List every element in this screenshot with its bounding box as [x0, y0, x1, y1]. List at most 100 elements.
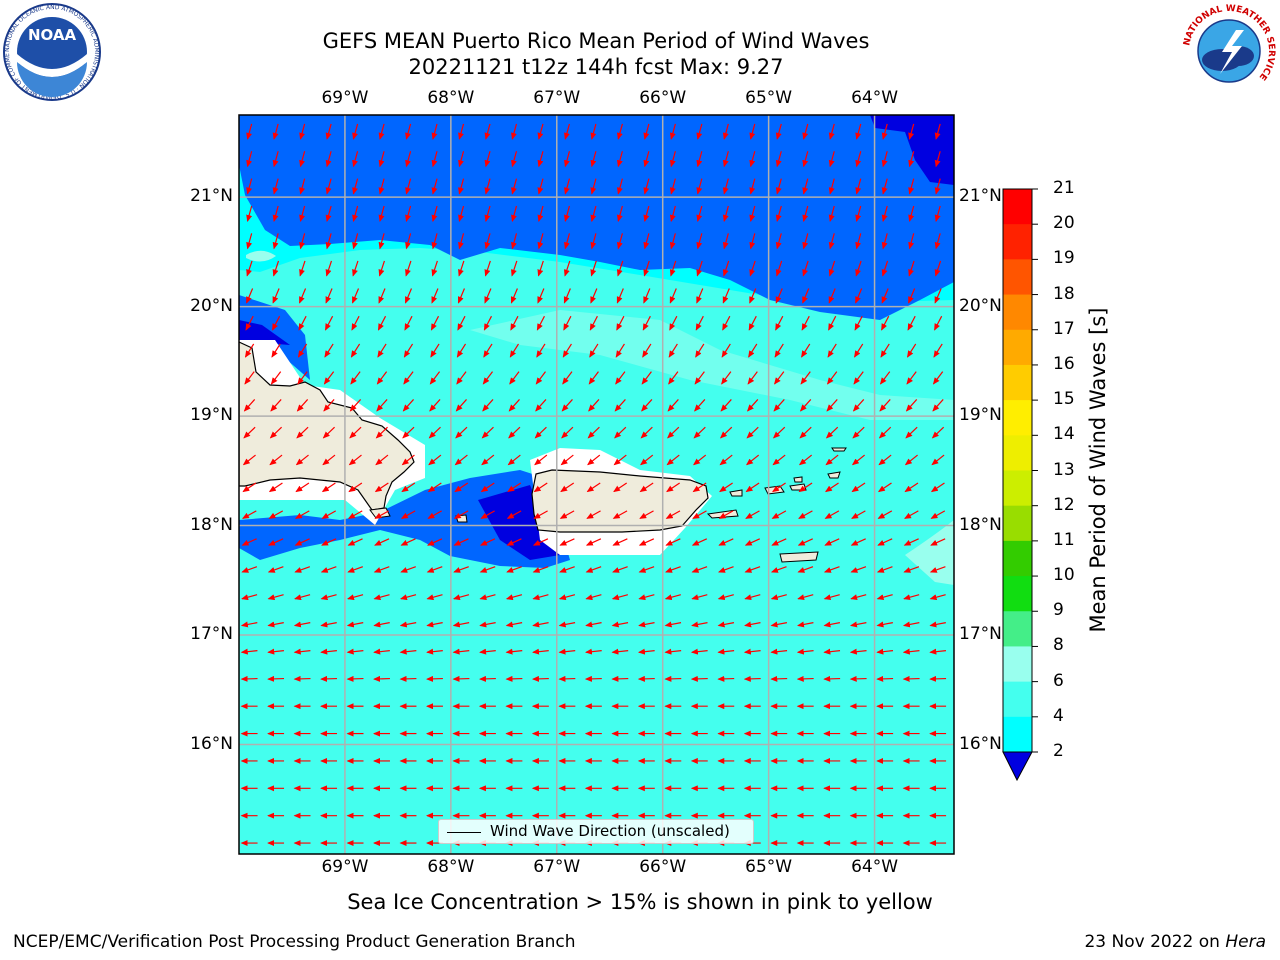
wave-direction-arrow — [458, 123, 465, 140]
wave-direction-arrow — [643, 151, 650, 168]
wave-direction-arrow — [299, 233, 306, 250]
wave-direction-arrow — [297, 343, 308, 358]
wave-direction-arrow — [533, 510, 548, 519]
wave-direction-arrow — [722, 260, 730, 277]
colorbar-segment — [1003, 224, 1032, 260]
wave-direction-arrow — [431, 260, 438, 277]
wave-direction-arrow — [722, 233, 729, 250]
wave-direction-arrow — [429, 371, 441, 385]
wave-direction-arrow — [747, 371, 758, 385]
wave-direction-arrow — [479, 538, 496, 546]
wave-direction-arrow — [612, 510, 628, 519]
wave-direction-arrow — [479, 566, 496, 573]
wave-direction-arrow — [299, 178, 306, 195]
wave-direction-arrow — [240, 621, 258, 628]
wave-direction-arrow — [929, 648, 947, 655]
wave-direction-arrow — [479, 621, 496, 628]
wave-direction-arrow — [851, 510, 866, 519]
wave-direction-arrow — [903, 566, 920, 573]
wave-direction-arrow — [324, 315, 334, 331]
wave-direction-arrow — [374, 510, 390, 519]
wave-direction-arrow — [558, 594, 576, 601]
wave-direction-arrow — [509, 371, 520, 385]
wave-direction-arrow — [378, 151, 385, 168]
wave-direction-arrow — [294, 510, 310, 519]
wave-direction-arrow — [452, 594, 470, 601]
wave-direction-arrow — [775, 233, 782, 250]
wave-direction-arrow — [797, 594, 814, 601]
wave-direction-arrow — [934, 178, 941, 195]
wave-direction-arrow — [431, 205, 438, 223]
wave-direction-arrow — [908, 205, 915, 223]
wave-direction-arrow — [643, 233, 650, 250]
colorbar-segment — [1003, 364, 1032, 401]
wave-direction-arrow — [722, 288, 730, 304]
wave-direction-arrow — [827, 343, 837, 358]
footer-branch: NCEP/EMC/Verification Post Processing Pr… — [13, 932, 576, 952]
wave-direction-arrow — [455, 399, 467, 412]
lon-label-bottom: 69°W — [321, 857, 369, 877]
wave-direction-arrow — [720, 399, 732, 412]
wave-direction-arrow — [934, 151, 941, 168]
wave-direction-arrow — [426, 566, 443, 573]
wave-direction-arrow — [431, 288, 439, 304]
wave-direction-arrow — [664, 621, 682, 628]
wave-direction-arrow — [828, 205, 835, 223]
wave-direction-arrow — [931, 454, 945, 466]
wave-direction-arrow — [323, 371, 335, 385]
wave-direction-arrow — [696, 178, 703, 195]
wave-direction-arrow — [293, 648, 311, 655]
wave-direction-arrow — [426, 621, 443, 628]
wave-direction-arrow — [561, 399, 573, 412]
wave-direction-arrow — [746, 399, 759, 412]
wave-direction-arrow — [904, 510, 919, 519]
wave-direction-arrow — [377, 343, 387, 358]
wave-direction-arrow — [691, 621, 708, 628]
wave-direction-arrow — [246, 178, 253, 195]
wave-direction-arrow — [272, 288, 280, 304]
wave-direction-arrow — [691, 538, 708, 546]
colorbar-tick-label: 8 — [1053, 635, 1064, 656]
wave-direction-arrow — [559, 510, 575, 519]
wave-direction-arrow — [590, 260, 597, 277]
wave-direction-arrow — [904, 482, 919, 493]
wave-direction-arrow — [590, 123, 597, 140]
wave-direction-arrow — [669, 123, 676, 140]
wave-direction-arrow — [802, 123, 809, 140]
wave-direction-arrow — [611, 621, 629, 628]
wave-direction-arrow — [616, 151, 623, 168]
wave-direction-arrow — [453, 538, 469, 546]
wave-direction-arrow — [348, 454, 362, 466]
wave-direction-arrow — [748, 343, 758, 358]
colorbar-tick-label: 13 — [1053, 459, 1075, 480]
wave-direction-arrow — [719, 482, 733, 493]
wave-direction-arrow — [881, 260, 889, 277]
wave-direction-arrow — [559, 566, 575, 573]
wave-direction-arrow — [851, 482, 866, 493]
wave-direction-arrow — [532, 566, 549, 573]
wave-direction-arrow — [669, 233, 676, 250]
wave-direction-arrow — [722, 178, 729, 195]
wave-direction-arrow — [590, 178, 597, 195]
wave-direction-arrow — [532, 648, 549, 655]
wave-direction-arrow — [722, 151, 729, 168]
lat-label-right: 20°N — [959, 295, 1002, 316]
wave-direction-arrow — [933, 343, 943, 358]
wave-direction-arrow — [775, 178, 782, 195]
wave-direction-arrow — [616, 260, 624, 277]
wave-direction-arrow — [508, 426, 521, 439]
wave-direction-arrow — [744, 566, 761, 573]
wave-direction-arrow — [854, 343, 864, 358]
wave-direction-arrow — [242, 454, 256, 466]
wave-direction-arrow — [666, 454, 680, 466]
wave-direction-arrow — [321, 482, 336, 493]
wave-direction-arrow — [537, 205, 544, 223]
wave-direction-arrow — [692, 482, 707, 493]
wave-direction-arrow — [691, 594, 708, 601]
wave-direction-arrow — [532, 538, 549, 546]
wave-direction-arrow — [588, 399, 600, 412]
wave-direction-arrow — [696, 233, 703, 250]
wave-direction-arrow — [770, 566, 787, 573]
wave-direction-arrow — [585, 566, 602, 573]
wave-direction-arrow — [585, 621, 602, 628]
